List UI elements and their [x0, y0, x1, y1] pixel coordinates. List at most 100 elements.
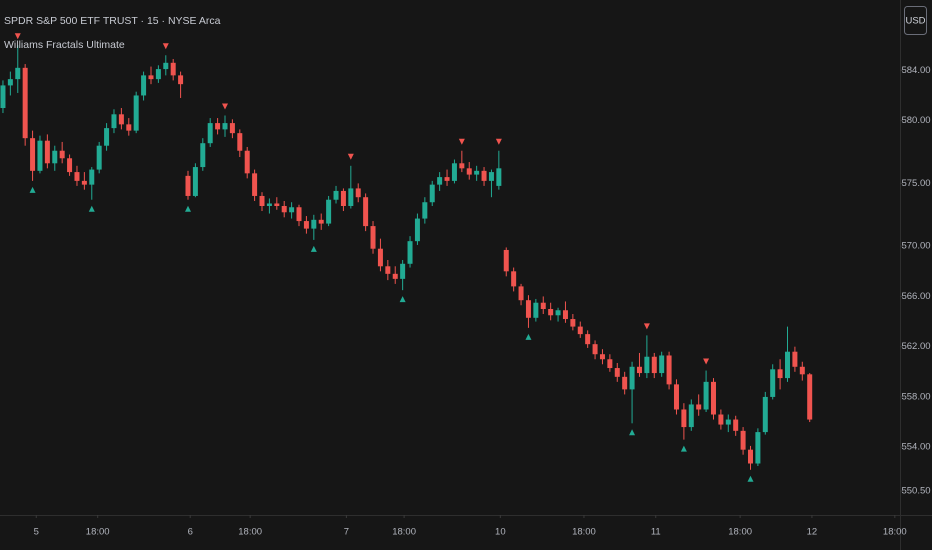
candle-body: [555, 310, 561, 316]
candle-body: [673, 384, 679, 410]
candle-body: [740, 430, 746, 450]
candle-body: [348, 188, 354, 206]
candle-body: [733, 419, 739, 431]
candle-body: [444, 177, 450, 181]
candle-body: [363, 197, 369, 227]
candle-body: [207, 123, 213, 144]
candle-body: [429, 184, 435, 203]
candle-body: [52, 150, 58, 164]
fractal-low-marker: [88, 205, 95, 212]
y-tick-label: 562.00: [901, 341, 930, 352]
candle-body: [503, 249, 509, 272]
candle-body: [111, 114, 117, 129]
candle-body: [599, 354, 605, 360]
y-tick-label: 584.00: [901, 65, 930, 76]
candle-body: [481, 170, 487, 181]
y-tick-label: 575.00: [901, 178, 930, 189]
candle-body: [407, 241, 413, 264]
fractal-high-marker: [347, 153, 354, 160]
candle-body: [422, 202, 428, 219]
candle-body: [718, 414, 724, 425]
candle-body: [644, 356, 650, 374]
candle-body: [7, 79, 13, 86]
candle-body: [562, 310, 568, 320]
fractal-high-marker: [162, 43, 169, 50]
candle-body: [370, 226, 376, 249]
candle-body: [318, 219, 324, 224]
fractal-high-marker: [14, 33, 21, 40]
candle-body: [237, 133, 243, 151]
y-tick-label: 554.00: [901, 442, 930, 453]
candle-body: [636, 366, 642, 374]
currency-button[interactable]: [904, 6, 927, 35]
candle-body: [451, 163, 457, 181]
candle-body: [229, 123, 235, 134]
candle-body: [681, 409, 687, 428]
candle-body: [518, 286, 524, 301]
candle-body: [215, 123, 221, 130]
fractal-high-marker: [703, 358, 710, 365]
candle-body: [577, 326, 583, 335]
candle-body: [163, 62, 169, 70]
candle-body: [466, 168, 472, 175]
candle-body: [696, 404, 702, 410]
candle-body: [170, 62, 176, 76]
candle-body: [192, 167, 198, 196]
fractal-high-marker: [643, 323, 650, 330]
x-tick-label: 5: [34, 527, 39, 538]
x-tick-label: 18:00: [86, 527, 110, 538]
candle-body: [89, 169, 95, 185]
candle-body: [200, 143, 206, 168]
candle-body: [651, 356, 657, 374]
candle-body: [762, 396, 768, 433]
candle-body: [104, 128, 110, 146]
candle-body: [614, 368, 620, 377]
candle-body: [133, 95, 139, 131]
candle-body: [178, 75, 184, 85]
candle-body: [59, 150, 65, 159]
fractal-high-marker: [495, 138, 502, 145]
y-tick-label: 570.00: [901, 241, 930, 252]
candle-body: [533, 302, 539, 318]
candle-body: [303, 221, 309, 229]
y-tick-label: 580.00: [901, 115, 930, 126]
y-tick-label: 558.00: [901, 391, 930, 402]
candle-body: [118, 114, 124, 125]
candle-body: [585, 334, 591, 345]
candle-body: [792, 351, 798, 367]
candle-body: [74, 172, 80, 181]
candle-body: [30, 138, 36, 171]
x-tick-label: 18:00: [238, 527, 262, 538]
x-tick-label: 10: [495, 527, 506, 538]
fractal-high-marker: [222, 103, 228, 110]
fractal-low-marker: [747, 475, 754, 482]
candle-body: [44, 140, 50, 164]
candle-body: [459, 163, 465, 169]
candle-body: [96, 145, 102, 170]
candle-body: [385, 266, 391, 274]
candle-body: [37, 140, 43, 171]
candle-body: [540, 302, 546, 309]
candle-body: [807, 374, 813, 420]
candle-body: [659, 355, 665, 374]
currency-label[interactable]: USD: [905, 16, 925, 27]
candle-body: [340, 190, 346, 206]
candle-body: [296, 207, 302, 222]
candle-body: [629, 366, 635, 390]
candle-body: [274, 203, 280, 206]
plot-area: [0, 33, 813, 482]
candle-body: [799, 366, 805, 375]
candle-body: [747, 449, 753, 464]
x-tick-label: 7: [344, 527, 349, 538]
candle-body: [311, 219, 317, 229]
fractal-low-marker: [29, 186, 36, 193]
candle-body: [688, 404, 694, 428]
candle-body: [710, 381, 716, 415]
candle-body: [592, 344, 598, 355]
fractal-low-marker: [680, 445, 687, 452]
candle-body: [703, 381, 709, 410]
fractal-low-marker: [310, 245, 317, 252]
